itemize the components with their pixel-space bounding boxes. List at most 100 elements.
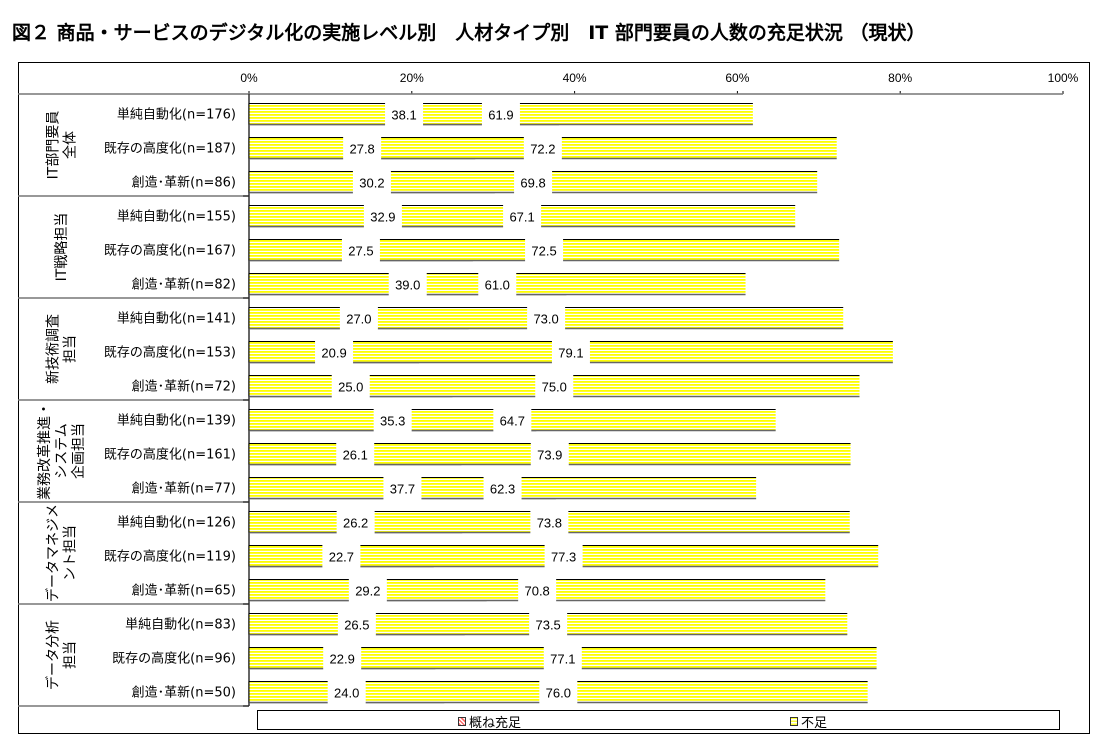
x-tick-label: 20% xyxy=(400,71,424,85)
category-label: 単純自動化(n=155) xyxy=(117,209,236,225)
value-label-bg xyxy=(518,578,557,602)
legend-swatch-insufficient xyxy=(790,717,798,726)
value-label-insufficient: 73.0 xyxy=(533,312,558,327)
value-label-sufficient: 26.2 xyxy=(343,516,368,531)
value-label-sufficient: 38.1 xyxy=(391,108,416,123)
category-label: 単純自動化(n=83) xyxy=(125,617,236,633)
value-label-bg xyxy=(341,238,380,262)
value-label-bg xyxy=(336,510,375,534)
value-label-bg xyxy=(527,306,566,330)
group-label: 新技術調査 xyxy=(46,314,62,384)
value-label-insufficient: 61.0 xyxy=(485,278,510,293)
x-tick-label: 60% xyxy=(725,71,749,85)
category-label: 単純自動化(n=139) xyxy=(117,413,236,429)
category-label: 既存の高度化(n=96) xyxy=(112,651,236,667)
category-label: 単純自動化(n=176) xyxy=(117,107,236,123)
value-label-insufficient: 77.3 xyxy=(551,550,576,565)
value-label-bg xyxy=(385,102,424,126)
value-label-bg xyxy=(539,680,578,704)
value-label-sufficient: 27.0 xyxy=(346,312,371,327)
group-label: システム xyxy=(54,423,70,479)
value-label-bg xyxy=(523,136,562,160)
value-label-bg xyxy=(503,204,542,228)
value-label-sufficient: 22.9 xyxy=(330,652,355,667)
group-label: 企画担当 xyxy=(70,423,87,479)
value-label-sufficient: 26.1 xyxy=(343,448,368,463)
value-label-sufficient: 27.5 xyxy=(348,244,373,259)
value-label-bg xyxy=(348,578,387,602)
value-label-sufficient: 37.7 xyxy=(390,482,415,497)
value-label-bg xyxy=(363,204,402,228)
value-label-sufficient: 25.0 xyxy=(338,380,363,395)
value-label-sufficient: 24.0 xyxy=(334,686,359,701)
category-label: 創造･革新(n=77) xyxy=(132,481,236,497)
chart-title: 図２ 商品・サービスのデジタル化の実施レベル別 人材タイプ別 IT 部門要員の人… xyxy=(12,22,926,44)
value-label-insufficient: 61.9 xyxy=(488,108,513,123)
category-label: 創造･革新(n=65) xyxy=(132,583,236,599)
category-label: 既存の高度化(n=119) xyxy=(104,549,236,565)
value-label-bg xyxy=(322,544,361,568)
value-label-sufficient: 29.2 xyxy=(355,584,380,599)
value-label-sufficient: 39.0 xyxy=(395,278,420,293)
value-label-insufficient: 67.1 xyxy=(509,210,534,225)
value-label-bg xyxy=(352,170,391,194)
category-label: 単純自動化(n=126) xyxy=(117,515,236,531)
group-label: IT戦略担当 xyxy=(54,213,70,282)
value-label-bg xyxy=(483,476,522,500)
value-label-insufficient: 70.8 xyxy=(524,584,549,599)
value-label-sufficient: 32.9 xyxy=(370,210,395,225)
value-label-bg xyxy=(543,646,582,670)
value-label-bg xyxy=(530,442,569,466)
value-label-bg xyxy=(323,646,362,670)
value-label-bg xyxy=(343,136,382,160)
legend-item-sufficient: 概ね充足 xyxy=(458,712,521,731)
value-label-insufficient: 72.2 xyxy=(530,142,555,157)
category-label: 既存の高度化(n=187) xyxy=(104,141,236,157)
value-label-bg xyxy=(331,374,370,398)
x-tick-label: 80% xyxy=(888,71,912,85)
x-tick-label: 100% xyxy=(1048,71,1079,85)
group-label: IT部門要員 xyxy=(46,111,62,180)
value-label-bg xyxy=(529,612,568,636)
value-label-bg xyxy=(337,612,376,636)
value-label-sufficient: 35.3 xyxy=(380,414,405,429)
group-label: 担当 xyxy=(63,641,79,669)
category-label: 創造･革新(n=86) xyxy=(132,175,236,191)
value-label-insufficient: 62.3 xyxy=(490,482,515,497)
value-label-insufficient: 76.0 xyxy=(546,686,571,701)
category-label: 創造･革新(n=82) xyxy=(132,277,236,293)
value-label-bg xyxy=(336,442,375,466)
value-label-bg xyxy=(373,408,412,432)
value-label-bg xyxy=(327,680,366,704)
value-label-insufficient: 79.1 xyxy=(558,346,583,361)
value-label-bg xyxy=(478,272,517,296)
value-label-sufficient: 30.2 xyxy=(359,176,384,191)
value-label-bg xyxy=(525,238,564,262)
value-label-bg xyxy=(481,102,520,126)
value-label-bg xyxy=(535,374,574,398)
value-label-insufficient: 69.8 xyxy=(520,176,545,191)
value-label-sufficient: 22.7 xyxy=(329,550,354,565)
x-tick-label: 40% xyxy=(563,71,587,85)
category-label: 既存の高度化(n=161) xyxy=(104,447,236,463)
value-label-sufficient: 26.5 xyxy=(344,618,369,633)
value-label-sufficient: 20.9 xyxy=(321,346,346,361)
value-label-bg xyxy=(530,510,569,534)
category-label: 創造･革新(n=50) xyxy=(132,685,236,701)
legend-swatch-sufficient xyxy=(458,717,466,726)
value-label-insufficient: 73.5 xyxy=(535,618,560,633)
value-label-insufficient: 73.8 xyxy=(537,516,562,531)
legend-label-insufficient: 不足 xyxy=(801,716,828,731)
value-label-insufficient: 77.1 xyxy=(550,652,575,667)
group-label: 業務改革推進・ xyxy=(37,402,53,500)
value-label-sufficient: 27.8 xyxy=(349,142,374,157)
value-label-bg xyxy=(388,272,427,296)
legend: 概ね充足 不足 xyxy=(257,710,1060,731)
x-tick-label: 0% xyxy=(240,71,258,85)
chart-frame xyxy=(18,62,1090,734)
group-label: データ分析 xyxy=(45,620,62,690)
value-label-bg xyxy=(493,408,532,432)
legend-label-sufficient: 概ね充足 xyxy=(469,716,522,731)
category-label: 創造･革新(n=72) xyxy=(132,379,236,395)
value-label-bg xyxy=(315,340,354,364)
